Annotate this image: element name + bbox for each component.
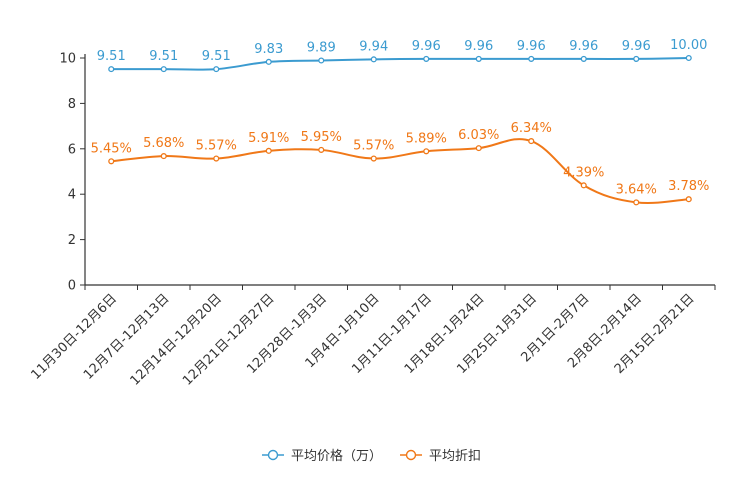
- data-point: [580, 55, 587, 62]
- x-tick-label: 12月14日-12月20日: [128, 291, 225, 388]
- data-point: [685, 196, 692, 203]
- data-point: [265, 58, 272, 65]
- data-label: 9.51: [202, 49, 231, 64]
- data-label: 3.78%: [668, 179, 709, 194]
- data-label: 9.89: [307, 40, 336, 55]
- data-label: 5.91%: [248, 131, 289, 146]
- data-label: 10.00: [670, 38, 707, 53]
- data-label: 5.57%: [196, 139, 237, 154]
- data-point: [160, 153, 167, 160]
- data-label: 6.34%: [511, 121, 552, 136]
- data-point: [528, 138, 535, 145]
- legend-label: 平均价格（万）: [291, 448, 382, 464]
- data-point: [213, 66, 220, 73]
- series-line: [111, 57, 689, 71]
- y-tick-label: 6: [68, 142, 76, 157]
- data-point: [475, 55, 482, 62]
- data-point: [475, 145, 482, 152]
- data-label: 3.64%: [616, 182, 657, 197]
- data-point: [580, 182, 587, 189]
- data-point: [160, 66, 167, 73]
- data-point: [370, 155, 377, 162]
- series-layer: 9.51 9.51 9.51 9.83 9.89 9.94 9.96 9.96 9.96 9.96…: [91, 38, 709, 206]
- data-label: 9.94: [359, 39, 388, 54]
- data-label: 9.96: [622, 39, 651, 54]
- x-tick-label: 12月21日-12月27日: [180, 291, 277, 388]
- y-tick-label: 2: [68, 233, 76, 248]
- y-tick-label: 4: [68, 188, 76, 203]
- y-tick-label: 10: [59, 52, 76, 67]
- axes-layer: 024681011月30日-12月6日12月7日-12月13日12月14日-12…: [28, 52, 716, 389]
- data-label: 9.51: [97, 49, 126, 64]
- data-point: [108, 66, 115, 73]
- data-point: [108, 158, 115, 165]
- data-point: [370, 56, 377, 63]
- legend[interactable]: 平均价格（万） 平均折扣: [262, 448, 481, 464]
- legend-marker: [405, 449, 417, 461]
- y-tick-label: 8: [68, 97, 76, 112]
- data-label: 5.57%: [353, 139, 394, 154]
- legend-marker: [267, 449, 279, 461]
- data-label: 5.95%: [301, 130, 342, 145]
- data-label: 9.96: [412, 39, 441, 54]
- data-label: 5.45%: [91, 141, 132, 156]
- y-tick-label: 0: [68, 279, 76, 294]
- data-point: [318, 57, 325, 64]
- data-point: [633, 199, 640, 206]
- data-point: [213, 155, 220, 162]
- data-point: [423, 55, 430, 62]
- data-label: 5.89%: [406, 131, 447, 146]
- data-point: [528, 55, 535, 62]
- data-label: 5.68%: [143, 136, 184, 151]
- data-label: 9.96: [464, 39, 493, 54]
- data-point: [423, 148, 430, 155]
- legend-item-avg-discount[interactable]: 平均折扣: [400, 449, 481, 464]
- legend-item-avg-price[interactable]: 平均价格（万）: [262, 448, 382, 464]
- data-label: 4.39%: [563, 165, 604, 180]
- data-point: [685, 54, 692, 62]
- data-point: [265, 147, 272, 154]
- data-label: 9.83: [254, 42, 283, 57]
- series-avg-price: 9.51 9.51 9.51 9.83 9.89 9.94 9.96 9.96 9.96 9.96…: [97, 38, 707, 73]
- series-avg-discount: 5.45% 5.68% 5.57% 5.91% 5.95% 5.57% 5.89% 6.03%…: [91, 121, 709, 206]
- x-tick-label: 11月30日-12月6日: [28, 291, 120, 383]
- series-line: [111, 138, 689, 205]
- data-point: [318, 146, 325, 153]
- data-label: 9.96: [517, 39, 546, 54]
- data-label: 6.03%: [458, 128, 499, 143]
- data-label: 9.96: [569, 39, 598, 54]
- data-point: [633, 55, 640, 62]
- data-label: 9.51: [149, 49, 178, 64]
- legend-label: 平均折扣: [429, 449, 481, 464]
